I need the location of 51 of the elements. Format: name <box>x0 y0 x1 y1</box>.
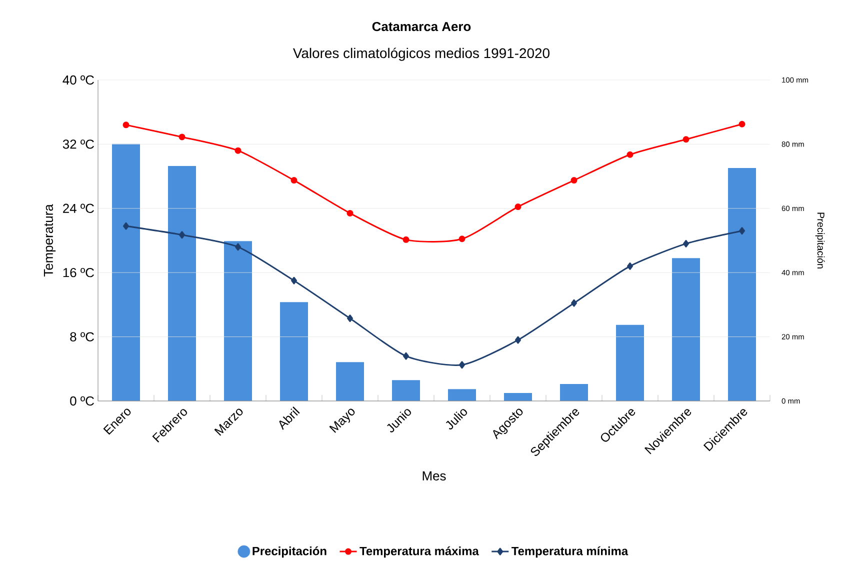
point <box>347 314 354 322</box>
bar <box>672 258 700 401</box>
legend-label: Temperatura mínima <box>512 546 628 558</box>
point <box>346 210 354 216</box>
bar <box>448 389 476 401</box>
bar <box>224 241 252 401</box>
point <box>514 204 522 210</box>
point <box>570 177 578 184</box>
bar <box>560 384 588 401</box>
point <box>122 122 130 128</box>
chart-subtitle: Valores climatológicos medios 1991-2020 <box>293 48 550 61</box>
y-tick-label: 16 ºC <box>63 268 94 278</box>
y-tick-label: 32 ºC <box>62 140 94 149</box>
point <box>458 236 466 242</box>
point <box>683 240 690 248</box>
bar <box>112 144 140 401</box>
point <box>235 243 242 251</box>
point <box>291 276 298 284</box>
y-axis-title: Temperatura <box>44 204 56 277</box>
point <box>626 151 634 158</box>
point <box>179 231 186 239</box>
point <box>738 120 746 128</box>
y-tick-label: 40 ºC <box>62 75 94 85</box>
y2-axis-title: Precipitación <box>815 212 825 268</box>
point <box>402 236 410 243</box>
point <box>627 262 634 270</box>
bar <box>728 168 756 401</box>
point <box>403 352 410 360</box>
bar <box>168 166 196 401</box>
y-tick-label: 24 ºC <box>63 204 94 213</box>
point <box>571 299 578 307</box>
point <box>682 136 690 143</box>
x-axis-title: Mes <box>422 471 446 480</box>
bar <box>336 362 364 401</box>
x-tick-label: Julio <box>446 409 467 430</box>
legend-label: Precipitación <box>252 546 326 558</box>
legend-label: Temperatura máxima <box>360 546 479 558</box>
point <box>290 177 298 184</box>
bar <box>280 302 308 401</box>
bar <box>392 380 420 401</box>
point <box>123 222 130 230</box>
point <box>234 147 242 154</box>
y-tick-label: 0 ºC <box>70 396 94 406</box>
bar <box>504 392 532 401</box>
bar <box>616 324 644 401</box>
point <box>178 134 186 140</box>
point <box>459 361 466 369</box>
point <box>515 336 522 344</box>
point <box>739 227 746 235</box>
y-tick-label: 8 ºC <box>70 332 94 342</box>
chart-title: Catamarca Aero <box>372 22 471 32</box>
